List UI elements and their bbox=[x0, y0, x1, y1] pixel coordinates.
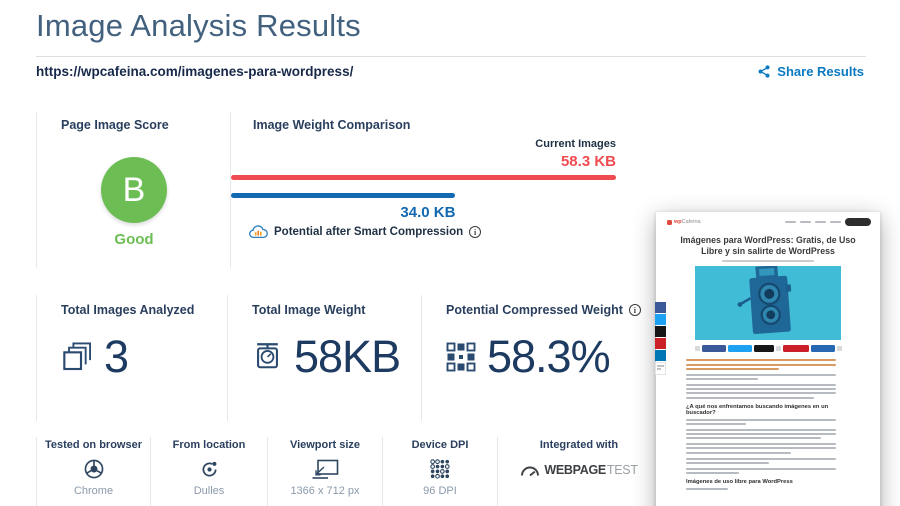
grade-text: Good bbox=[114, 231, 154, 248]
facebook-share-icon bbox=[655, 302, 666, 313]
cloudinary-cloud-icon bbox=[249, 225, 268, 239]
grade-badge: B bbox=[101, 157, 167, 223]
page-title: Image Analysis Results bbox=[36, 8, 361, 43]
thumbnail-social-sidebar bbox=[655, 302, 666, 375]
compressed-weight-info-icon[interactable]: i bbox=[628, 304, 641, 316]
thumbnail-subheading-2: Imágenes de uso libre para WordPress bbox=[686, 478, 793, 485]
image-weight-comparison-card: Image Weight Comparison Current Images 5… bbox=[230, 112, 660, 268]
test-meta-row: Tested on browser Chrome From location D… bbox=[36, 437, 660, 506]
vintage-camera-illustration bbox=[737, 266, 792, 335]
score-and-comparison-row: Page Image Score B Good Image Weight Com… bbox=[36, 112, 660, 268]
thumbnail-article-title: Imágenes para WordPress: Gratis, de Uso … bbox=[680, 235, 856, 256]
gauge-icon bbox=[521, 466, 540, 477]
chrome-icon bbox=[84, 459, 103, 479]
linkedin-share-icon bbox=[655, 350, 666, 361]
compression-grid-icon bbox=[446, 342, 476, 371]
twitter-share-icon bbox=[655, 314, 666, 325]
total-image-weight-value: 58KB bbox=[294, 331, 401, 382]
page-screenshot-thumbnail[interactable]: wpCafeina Imágenes para WordPress: Grati… bbox=[655, 212, 880, 506]
thumbnail-site-logo: wpCafeina bbox=[667, 219, 701, 225]
page-image-score-label: Page Image Score bbox=[61, 118, 169, 132]
email-share-icon bbox=[655, 326, 666, 337]
tested-on-browser-label: Tested on browser bbox=[45, 439, 142, 451]
url-row: https://wpcafeina.com/imagenes-para-word… bbox=[36, 64, 864, 79]
thumbnail-hero-image bbox=[695, 266, 841, 341]
viewport-size-label: Viewport size bbox=[289, 439, 361, 451]
webpagetest-logo: WEBPAGE TEST bbox=[498, 463, 660, 477]
thumbnail-share-buttons bbox=[656, 345, 880, 353]
thumbnail-byline bbox=[722, 260, 814, 263]
potential-bar bbox=[231, 193, 456, 198]
title-divider bbox=[36, 56, 866, 57]
potential-compressed-weight-card: Potential Compressed Weight i 58.3% bbox=[421, 295, 660, 421]
integrated-with-label: Integrated with bbox=[539, 439, 619, 451]
viewport-icon bbox=[312, 459, 339, 479]
current-bar bbox=[231, 175, 616, 180]
pinterest-share-icon bbox=[655, 338, 666, 349]
tested-on-browser-cell: Tested on browser Chrome bbox=[36, 437, 150, 506]
total-images-analyzed-value: 3 bbox=[104, 331, 129, 382]
stacked-images-icon bbox=[63, 341, 91, 370]
potential-value: 34.0 KB bbox=[400, 204, 456, 221]
thumbnail-nav-button bbox=[845, 218, 871, 226]
comparison-label: Image Weight Comparison bbox=[253, 118, 411, 132]
from-location-value: Dulles bbox=[193, 485, 225, 497]
compression-info-icon[interactable]: i bbox=[469, 226, 482, 238]
analyzed-url: https://wpcafeina.com/imagenes-para-word… bbox=[36, 64, 354, 79]
thumbnail-logo-mark bbox=[667, 219, 672, 225]
location-icon bbox=[202, 461, 217, 477]
device-dpi-value: 96 DPI bbox=[423, 485, 457, 497]
share-icon bbox=[758, 65, 770, 78]
share-results-label: Share Results bbox=[777, 64, 864, 79]
webpagetest-logo-bold: WEBPAGE bbox=[544, 463, 606, 477]
from-location-cell: From location Dulles bbox=[150, 437, 267, 506]
potential-bar-wrap: 34.0 KB bbox=[231, 193, 456, 221]
total-images-analyzed-card: Total Images Analyzed 3 bbox=[36, 295, 227, 421]
total-images-analyzed-label: Total Images Analyzed bbox=[61, 303, 195, 317]
viewport-size-cell: Viewport size 1366 x 712 px bbox=[267, 437, 382, 506]
total-image-weight-label: Total Image Weight bbox=[252, 303, 366, 317]
compression-caption-row: Potential after Smart Compression i bbox=[249, 225, 482, 239]
viewport-size-value: 1366 x 712 px bbox=[290, 485, 360, 497]
weight-scale-icon bbox=[257, 343, 278, 369]
share-results-button[interactable]: Share Results bbox=[757, 64, 864, 79]
potential-compressed-weight-label: Potential Compressed Weight bbox=[446, 303, 623, 317]
compression-caption: Potential after Smart Compression bbox=[274, 226, 464, 238]
current-images-caption: Current Images bbox=[535, 138, 616, 150]
stats-row: Total Images Analyzed 3 Total Image Weig… bbox=[36, 295, 660, 421]
device-dpi-cell: Device DPI bbox=[382, 437, 497, 506]
thumbnail-subheading-1: ¿A qué nos enfrentamos buscando imágenes… bbox=[686, 403, 829, 416]
dpi-dots-icon bbox=[430, 459, 450, 479]
page-image-score-card: Page Image Score B Good bbox=[36, 112, 230, 268]
webpagetest-logo-light: TEST bbox=[606, 463, 638, 477]
total-image-weight-card: Total Image Weight 58KB bbox=[227, 295, 421, 421]
from-location-label: From location bbox=[172, 439, 246, 451]
share-count bbox=[655, 362, 666, 375]
current-images-value: 58.3 KB bbox=[560, 153, 616, 170]
potential-compressed-weight-value: 58.3% bbox=[487, 331, 611, 382]
device-dpi-label: Device DPI bbox=[411, 439, 469, 451]
tested-on-browser-value: Chrome bbox=[73, 485, 114, 497]
integrated-with-cell: Integrated with WEBPAGE TEST bbox=[497, 437, 660, 506]
thumbnail-article-body: ¿A qué nos enfrentamos buscando imágenes… bbox=[686, 359, 836, 490]
thumbnail-site-header: wpCafeina bbox=[656, 212, 880, 229]
thumbnail-site-nav bbox=[785, 218, 871, 226]
